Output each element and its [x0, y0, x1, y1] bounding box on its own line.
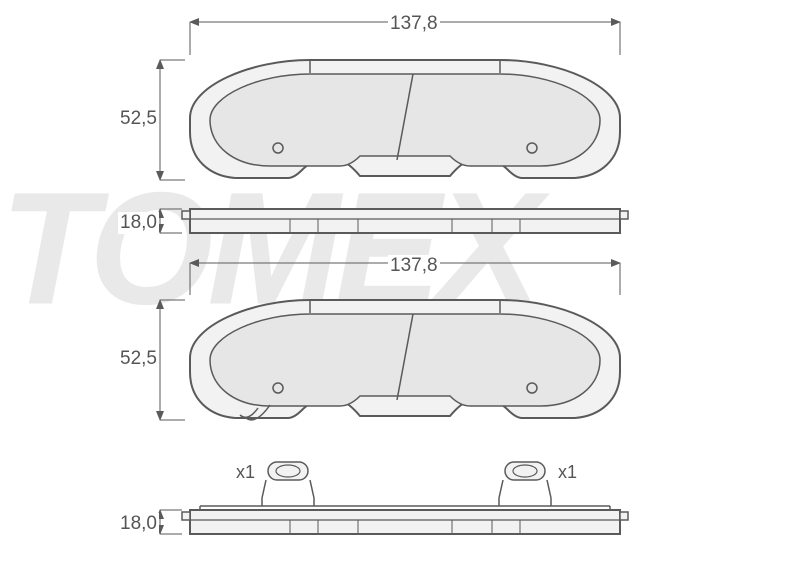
label-thickness-bot: 18,0	[118, 513, 159, 535]
top-pad-backplate	[190, 60, 620, 178]
dim-height-top	[160, 60, 185, 180]
label-width-top: 137,8	[388, 13, 440, 35]
dim-thickness-top	[160, 209, 182, 233]
label-x1-left: x1	[236, 462, 255, 483]
label-width-bottom: 137,8	[388, 255, 440, 277]
label-height-bottom: 52,5	[118, 348, 159, 370]
technical-drawing-svg	[0, 0, 786, 577]
bottom-pad-backplate	[190, 300, 620, 420]
clip-left	[262, 462, 314, 498]
top-pad-edge	[182, 209, 628, 233]
label-x1-right: x1	[558, 462, 577, 483]
dim-thickness-bottom	[160, 510, 182, 534]
bottom-pad-edge	[182, 498, 628, 534]
drawing-canvas: TOMEX brakes	[0, 0, 786, 577]
label-thickness-top: 18,0	[118, 212, 159, 234]
label-height-top: 52,5	[118, 108, 159, 130]
dim-height-bottom	[160, 300, 185, 420]
clip-right	[499, 462, 551, 498]
